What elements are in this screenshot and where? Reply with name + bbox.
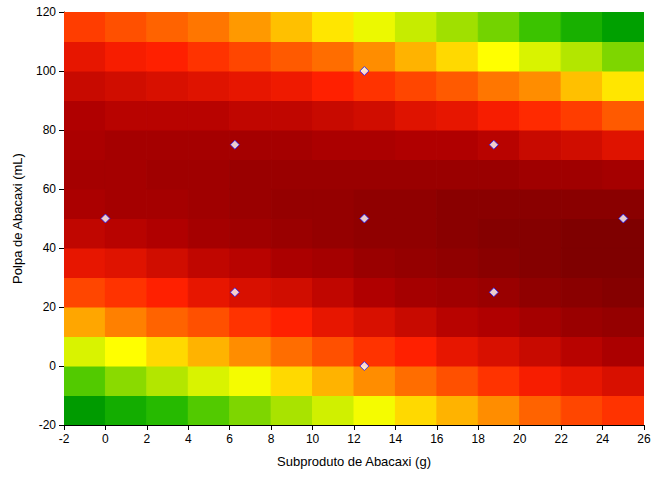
svg-text:0: 0 <box>49 359 56 373</box>
svg-text:6: 6 <box>226 432 233 446</box>
svg-text:80: 80 <box>43 123 57 137</box>
svg-text:Subproduto de Abacaxi (g): Subproduto de Abacaxi (g) <box>277 454 431 469</box>
svg-text:26: 26 <box>637 432 651 446</box>
svg-text:100: 100 <box>36 64 56 78</box>
svg-text:-20: -20 <box>39 418 57 432</box>
svg-text:18: 18 <box>472 432 486 446</box>
svg-text:24: 24 <box>596 432 610 446</box>
svg-text:-2: -2 <box>59 432 70 446</box>
svg-text:0: 0 <box>102 432 109 446</box>
svg-text:8: 8 <box>268 432 275 446</box>
svg-text:2: 2 <box>144 432 151 446</box>
svg-text:40: 40 <box>43 241 57 255</box>
svg-text:Polpa de Abacaxi (mL): Polpa de Abacaxi (mL) <box>10 153 25 284</box>
svg-text:20: 20 <box>43 300 57 314</box>
svg-text:60: 60 <box>43 182 57 196</box>
svg-text:4: 4 <box>185 432 192 446</box>
svg-text:16: 16 <box>430 432 444 446</box>
svg-text:22: 22 <box>554 432 568 446</box>
svg-text:120: 120 <box>36 5 56 19</box>
svg-text:12: 12 <box>347 432 361 446</box>
svg-text:20: 20 <box>513 432 527 446</box>
svg-text:10: 10 <box>306 432 320 446</box>
svg-text:14: 14 <box>389 432 403 446</box>
